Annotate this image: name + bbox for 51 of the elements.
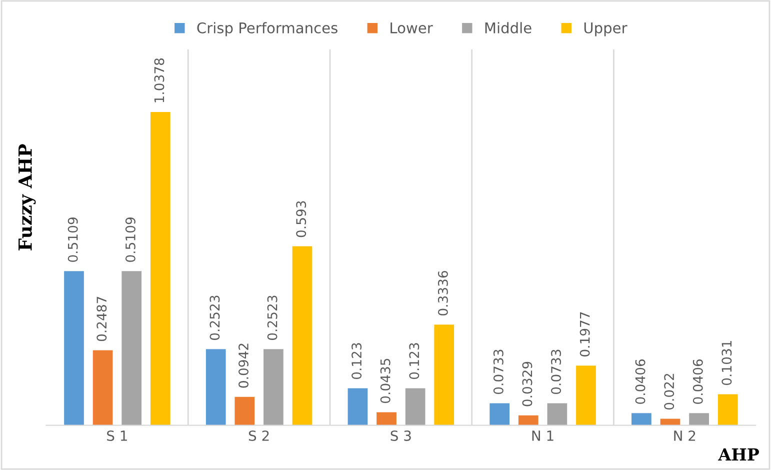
bar: [206, 349, 226, 426]
data-label: 0.0733: [493, 350, 504, 394]
data-label: 0.2523: [267, 296, 278, 340]
legend-label: Middle: [485, 22, 532, 34]
data-label: 1.0378: [154, 58, 164, 102]
bar: [547, 403, 568, 426]
x-tick-label: N 2: [674, 430, 696, 441]
bar: [292, 246, 312, 426]
data-label: 0.123: [409, 343, 420, 380]
data-label: 0.022: [664, 374, 674, 410]
x-tick-label: S 1: [107, 430, 127, 441]
bar: [376, 412, 396, 426]
bar: [92, 350, 113, 426]
bar: [576, 366, 596, 426]
bar: [234, 396, 255, 426]
bar: [660, 418, 680, 426]
bar: [122, 271, 142, 426]
bar: [518, 415, 538, 426]
x-tick-label: S 3: [390, 430, 411, 441]
legend-label: Upper: [584, 22, 628, 36]
bar: [490, 403, 510, 426]
x-axis-title: AHP: [718, 448, 760, 460]
y-axis-title: Fuzzy AHP: [18, 144, 36, 250]
bar: [632, 413, 652, 426]
data-label: 0.5109: [125, 218, 136, 262]
bar: [718, 394, 738, 426]
data-label: 0.0406: [635, 359, 646, 404]
data-label: 0.5109: [68, 218, 78, 262]
data-label: 0.1977: [580, 312, 590, 356]
data-label: 0.3336: [438, 270, 448, 316]
legend-label: Lower: [390, 22, 433, 34]
x-tick-label: N 1: [532, 430, 554, 441]
data-label: 0.0329: [522, 362, 532, 406]
legend-label: Crisp Performances: [197, 22, 338, 36]
bar: [264, 349, 284, 426]
data-label: 0.593: [296, 201, 306, 238]
data-label: 0.0942: [238, 344, 248, 388]
bar: [689, 413, 709, 426]
data-label: 0.0435: [380, 358, 390, 404]
bar: [64, 271, 84, 426]
data-label: 0.0406: [692, 359, 703, 404]
data-label: 0.2487: [96, 296, 107, 342]
data-label: 0.2523: [210, 296, 220, 340]
bar: [405, 388, 426, 426]
bar: [434, 324, 454, 426]
bar: [348, 388, 368, 426]
data-label: 0.123: [352, 343, 362, 380]
data-label: 0.1031: [722, 340, 732, 386]
bar: [150, 112, 170, 426]
x-tick-label: S 2: [248, 430, 269, 441]
data-label: 0.0733: [551, 350, 562, 394]
